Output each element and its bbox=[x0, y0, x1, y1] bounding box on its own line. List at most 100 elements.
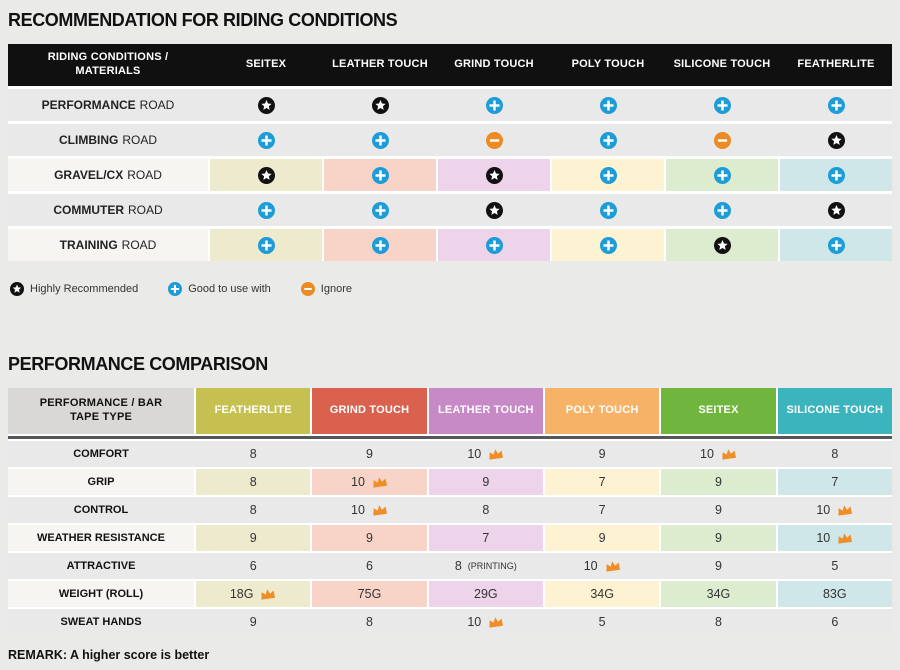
score-value: 8 bbox=[250, 447, 257, 461]
header-cell: GRIND TOUCH bbox=[312, 388, 427, 434]
star-icon bbox=[485, 166, 503, 184]
score-number: 29G bbox=[474, 587, 498, 601]
row-label: ATTRACTIVE bbox=[66, 560, 136, 572]
crown-icon bbox=[835, 531, 854, 545]
recommendation-cell bbox=[324, 194, 436, 226]
score-cell: 10 bbox=[777, 525, 892, 551]
score-number: 8 bbox=[366, 615, 373, 629]
score-cell: 10 bbox=[429, 441, 543, 467]
score-cell: 8 (PRINTING) bbox=[429, 553, 543, 579]
plus-icon bbox=[371, 166, 389, 184]
row-label: PERFORMANCE ROAD bbox=[41, 98, 175, 112]
score-value: 8 bbox=[831, 447, 838, 461]
score-cell: 9 bbox=[428, 469, 543, 495]
recommendation-cell bbox=[438, 229, 550, 261]
header-cell-label: FEATHERLITE bbox=[214, 404, 292, 417]
plus-icon bbox=[827, 96, 845, 114]
plus-icon bbox=[257, 131, 275, 149]
legend-item: Good to use with bbox=[168, 282, 271, 296]
score-number: 7 bbox=[598, 503, 606, 517]
header-cell-label: PERFORMANCE / BAR TAPE TYPE bbox=[39, 397, 163, 423]
table-row: SWEAT HANDS 9 8 10 5 8 6 bbox=[8, 609, 892, 635]
header-cell: FEATHERLITE bbox=[780, 44, 892, 86]
score-value: 8 bbox=[715, 615, 722, 629]
score-value: 9 bbox=[715, 559, 722, 573]
score-cell: 9 bbox=[196, 525, 311, 551]
legend-item: Highly Recommended bbox=[10, 282, 138, 296]
score-value: 10 bbox=[467, 447, 504, 461]
recommendation-cell bbox=[324, 89, 436, 121]
table-row: PERFORMANCE ROAD bbox=[8, 89, 892, 121]
score-number: 34G bbox=[590, 587, 614, 601]
recommendation-cell bbox=[780, 159, 892, 191]
star-icon bbox=[257, 96, 275, 114]
score-number: 10 bbox=[467, 615, 482, 629]
score-cell: 83G bbox=[777, 581, 892, 607]
score-number: 5 bbox=[598, 615, 606, 629]
score-number: 9 bbox=[715, 559, 722, 573]
score-value: 34G bbox=[590, 587, 614, 601]
recommendation-cell bbox=[438, 194, 550, 226]
crown-icon bbox=[487, 615, 506, 629]
score-value: 9 bbox=[366, 447, 373, 461]
header-cell: LEATHER TOUCH bbox=[428, 388, 543, 434]
star-icon bbox=[371, 96, 389, 114]
legend-item: Ignore bbox=[300, 282, 352, 296]
row-label: WEATHER RESISTANCE bbox=[8, 525, 194, 551]
score-number: 9 bbox=[482, 475, 490, 489]
score-cell: 9 bbox=[661, 525, 776, 551]
score-cell: 5 bbox=[778, 553, 892, 579]
header-cell-label: LEATHER TOUCH bbox=[437, 404, 534, 417]
score-value: 8 bbox=[250, 503, 257, 517]
header-cell: RIDING CONDITIONS / MATERIALS bbox=[8, 44, 208, 86]
score-value: 8 bbox=[250, 475, 257, 489]
score-cell: 75G bbox=[312, 581, 427, 607]
minus-icon bbox=[300, 282, 315, 296]
score-number: 9 bbox=[366, 531, 373, 545]
score-number: 9 bbox=[249, 531, 257, 545]
score-number: 9 bbox=[249, 615, 257, 629]
score-value: 8 bbox=[482, 503, 489, 517]
score-value: 7 bbox=[599, 503, 606, 517]
plus-icon bbox=[827, 236, 845, 254]
score-cell: 6 bbox=[312, 553, 426, 579]
crown-icon bbox=[603, 559, 622, 573]
legend-label: Highly Recommended bbox=[30, 283, 139, 295]
recommendation-cell bbox=[210, 124, 322, 156]
score-cell: 34G bbox=[544, 581, 660, 607]
recommendation-cell bbox=[666, 124, 778, 156]
row-label-bold: COMMUTER bbox=[53, 203, 124, 217]
score-value: 7 bbox=[482, 531, 489, 545]
table-row: GRIP 8 10 9 7 9 7 bbox=[8, 469, 892, 495]
row-label: TRAINING ROAD bbox=[8, 229, 208, 261]
plus-icon bbox=[485, 96, 503, 114]
recommendation-cell bbox=[552, 159, 664, 191]
recommendation-cell bbox=[780, 124, 892, 156]
score-number: 9 bbox=[715, 531, 722, 545]
score-cell: 7 bbox=[544, 469, 660, 495]
recommendation-cell bbox=[438, 124, 550, 156]
riding-conditions-table: RIDING CONDITIONS / MATERIALS SEITEX LEATH… bbox=[8, 44, 892, 261]
legend-label: Ignore bbox=[320, 283, 352, 295]
score-cell: 10 bbox=[312, 497, 426, 523]
score-value: 7 bbox=[599, 475, 606, 489]
recommendation-cell bbox=[552, 89, 664, 121]
score-value: 29G bbox=[474, 587, 498, 601]
riding-table-header-row: RIDING CONDITIONS / MATERIALS SEITEX LEATH… bbox=[8, 44, 892, 86]
row-label-bold: TRAINING bbox=[59, 238, 118, 252]
star-icon bbox=[485, 201, 503, 219]
score-number: 5 bbox=[831, 559, 839, 573]
crown-icon bbox=[370, 475, 389, 489]
recommendation-cell bbox=[438, 159, 550, 191]
score-cell: 9 bbox=[196, 609, 310, 635]
score-number: 10 bbox=[700, 447, 714, 461]
score-number: 75G bbox=[357, 587, 382, 601]
plus-icon bbox=[599, 201, 617, 219]
recommendation-cell bbox=[666, 229, 778, 261]
table-row: ATTRACTIVE 6 6 8 (PRINTING) 10 9 5 bbox=[8, 553, 892, 579]
legend: Highly Recommended Good to use with Ignore bbox=[10, 281, 892, 297]
score-cell: 8 bbox=[778, 441, 892, 467]
recommendation-cell bbox=[324, 159, 436, 191]
recommendation-cell bbox=[552, 194, 664, 226]
